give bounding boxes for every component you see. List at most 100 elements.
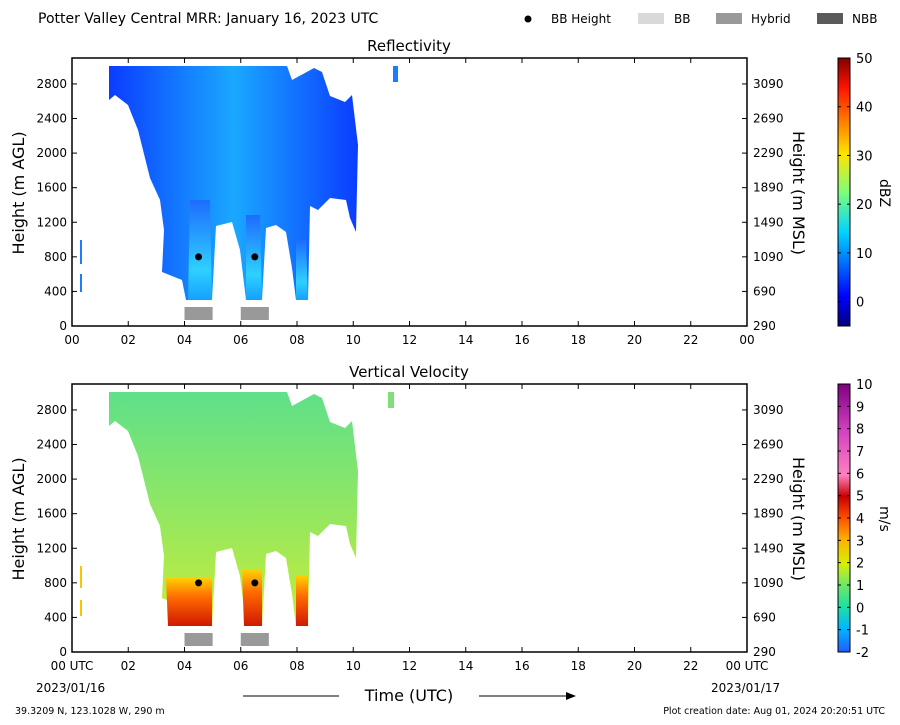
bb-classification-bar xyxy=(184,307,213,320)
y-tick-label: 1600 xyxy=(36,181,67,195)
colorbar-tick-label: 4 xyxy=(856,512,864,527)
bb-height-point xyxy=(195,253,203,261)
end-date-label: 2023/01/17 xyxy=(711,681,780,695)
y-right-tick-label: 1490 xyxy=(753,541,784,555)
reflectivity-axes: 00 02 04 06 08 10 12 14 16 18 20 22 0004008001200160… xyxy=(36,57,784,347)
y-right-tick-label: 290 xyxy=(753,319,776,333)
colorbar-tick-label: 0 xyxy=(856,601,864,616)
y-right-tick-label: 1890 xyxy=(753,181,784,195)
velocity-axes: 00 UTC 02 04 06 08 10 12 14 16 18 20 22 00 UTC040080… xyxy=(36,383,784,673)
legend-hybrid-swatch xyxy=(716,13,742,24)
bb-height-point xyxy=(195,579,203,587)
reflectivity-title: Reflectivity xyxy=(367,37,451,55)
x-tick-label: 06 xyxy=(233,333,248,347)
x-tick-label: 04 xyxy=(177,333,192,347)
colorbar-tick-label: 10 xyxy=(856,247,873,262)
echo-core xyxy=(296,240,308,300)
y-tick-label: 0 xyxy=(59,319,67,333)
y-tick-label: 2800 xyxy=(36,77,67,91)
legend-bb-swatch xyxy=(638,13,664,24)
x-tick-label: 16 xyxy=(514,659,529,673)
colorbar-tick-label: -2 xyxy=(856,646,869,661)
x-tick-label: 10 xyxy=(346,333,361,347)
x-tick-label: 10 xyxy=(346,659,361,673)
velocity-colorbar-label: m/s xyxy=(876,506,892,532)
x-tick-label: 04 xyxy=(177,659,192,673)
y-right-tick-label: 2690 xyxy=(753,438,784,452)
x-tick-label: 18 xyxy=(571,333,586,347)
x-tick-label: 12 xyxy=(402,333,417,347)
reflectivity-colorbar xyxy=(837,57,851,327)
colorbar-tick-label: 3 xyxy=(856,534,864,549)
y-right-tick-label: 1090 xyxy=(753,576,784,590)
bb-height-point xyxy=(251,253,259,261)
legend-bb-label: BB xyxy=(674,12,690,26)
y-right-tick-label: 2690 xyxy=(753,112,784,126)
x-tick-label: 18 xyxy=(571,659,586,673)
echo-region xyxy=(109,66,358,300)
time-arrow-head xyxy=(566,692,576,700)
colorbar-tick-label: 2 xyxy=(856,557,864,572)
legend-bb-height-marker xyxy=(524,15,532,23)
echo-core xyxy=(188,200,212,300)
x-tick-label: 02 xyxy=(121,659,136,673)
y-right-tick-label: 2290 xyxy=(753,472,784,486)
velocity-title: Vertical Velocity xyxy=(349,363,469,381)
legend-hybrid-label: Hybrid xyxy=(751,12,791,26)
y-right-tick-label: 3090 xyxy=(753,77,784,91)
velocity-panel: Vertical Velocity 00 UTC 02 04 06 08 10 12 14 16… xyxy=(9,363,892,673)
colorbar-tick-label: -1 xyxy=(856,624,869,639)
echo-fragment xyxy=(80,240,82,264)
y-tick-label: 2000 xyxy=(36,472,67,486)
x-tick-label: 00 UTC xyxy=(51,659,94,673)
y-tick-label: 2000 xyxy=(36,146,67,160)
colorbar-tick-label: 30 xyxy=(856,149,873,164)
velocity-fragment xyxy=(80,600,82,616)
y-right-tick-label: 690 xyxy=(753,610,776,624)
bb-height-point xyxy=(251,579,259,587)
x-tick-label: 00 xyxy=(739,333,754,347)
y-right-tick-label: 690 xyxy=(753,284,776,298)
bb-classification-bar xyxy=(184,633,213,646)
legend-nbb-swatch xyxy=(817,13,843,24)
figure-title: Potter Valley Central MRR: January 16, 2… xyxy=(38,11,378,27)
x-tick-label: 00 UTC xyxy=(726,659,769,673)
x-tick-label: 14 xyxy=(458,333,473,347)
x-tick-label: 06 xyxy=(233,659,248,673)
velocity-core xyxy=(296,576,308,626)
start-date-label: 2023/01/16 xyxy=(36,681,105,695)
y-tick-label: 800 xyxy=(44,250,67,264)
y-right-tick-label: 1890 xyxy=(753,507,784,521)
velocity-marks xyxy=(184,579,269,646)
colorbar-tick-label: 10 xyxy=(856,378,873,393)
x-tick-label: 00 xyxy=(64,333,79,347)
legend-bb-height-label: BB Height xyxy=(551,12,611,26)
echo-fragment xyxy=(393,66,398,82)
legend-nbb-label: NBB xyxy=(852,12,877,26)
colorbar-tick-label: 20 xyxy=(856,198,873,213)
y-tick-label: 400 xyxy=(44,284,67,298)
colorbar-tick-label: 50 xyxy=(856,52,873,67)
reflectivity-field xyxy=(80,66,398,300)
x-tick-label: 22 xyxy=(683,333,698,347)
y-right-tick-label: 2290 xyxy=(753,146,784,160)
velocity-ylabel-right: Height (m MSL) xyxy=(789,457,808,581)
y-right-tick-label: 1090 xyxy=(753,250,784,264)
x-tick-label: 14 xyxy=(458,659,473,673)
colorbar-tick-label: 6 xyxy=(856,467,864,482)
bb-classification-bar xyxy=(240,633,269,646)
reflectivity-ylabel-right: Height (m MSL) xyxy=(789,131,808,255)
colorbar-tick-label: 9 xyxy=(856,400,864,415)
y-tick-label: 400 xyxy=(44,610,67,624)
colorbar-tick-label: 0 xyxy=(856,296,864,311)
x-tick-label: 02 xyxy=(121,333,136,347)
y-right-tick-label: 3090 xyxy=(753,403,784,417)
reflectivity-colorbar-ticks: 0 10 20 30 40 50 xyxy=(838,52,873,311)
reflectivity-colorbar-label: dBZ xyxy=(876,179,892,207)
velocity-region xyxy=(109,392,358,626)
bb-classification-bar xyxy=(240,307,269,320)
velocity-core xyxy=(242,570,262,626)
colorbar-tick-label: 40 xyxy=(856,101,873,116)
